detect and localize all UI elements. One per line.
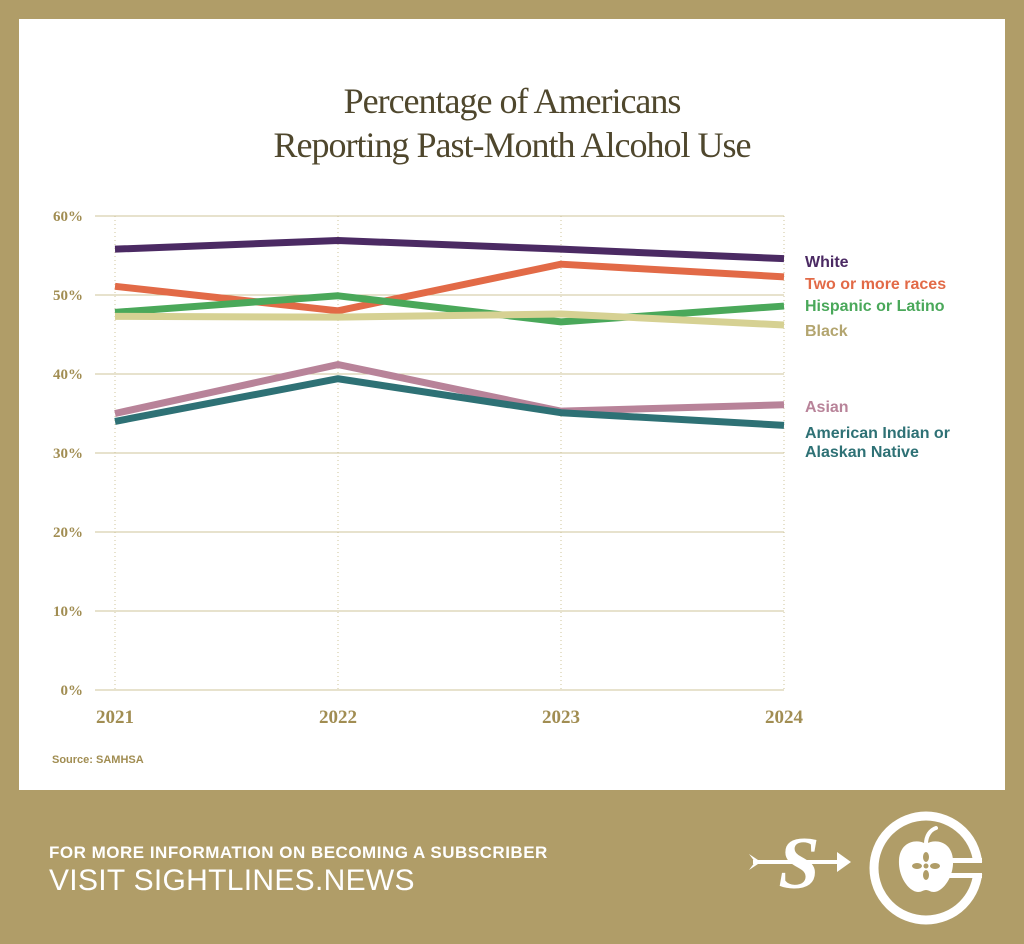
series-line-5 [114,375,785,429]
y-tick-label: 60% [53,209,83,225]
visit-website-link[interactable]: VISIT SIGHTLINES.NEWS [49,864,415,897]
series-line-3 [114,310,785,329]
series-line-0 [114,236,785,263]
series-line-2 [114,292,785,326]
y-tick-label: 50% [53,288,83,304]
legend-label: American Indian or Alaskan Native [805,425,950,461]
legend-label: Asian [805,399,849,416]
line-chart: 0% 10% 20% 30% 40% 50% 60% 2021 2022 2023 2024 Whit… [53,209,950,728]
legend-label: Two or more races [805,276,946,293]
chart-card: Percentage of Americans Reporting Past-M… [19,19,1005,790]
x-tick-label: 2021 [96,707,134,728]
legend-label: Hispanic or Latino [805,298,945,315]
series-line-1 [114,260,785,315]
chart-title-line-1: Percentage of Americans [343,81,682,121]
series-line-4 [114,361,785,417]
subscriber-info-text: FOR MORE INFORMATION ON BECOMING A SUBSC… [49,843,548,862]
y-tick-label: 30% [53,446,83,462]
apple-circle-logo-icon [869,811,984,925]
legend-label: Black [805,323,848,340]
y-tick-label: 40% [53,367,83,383]
y-tick-label: 0% [61,683,84,699]
legend-label: White [805,254,849,271]
sightlines-s-logo-icon: S [749,823,851,904]
x-tick-label: 2024 [765,707,804,728]
y-tick-label: 20% [53,525,83,541]
x-tick-label: 2022 [319,707,357,728]
chart-title-line-2: Reporting Past-Month Alcohol Use [273,125,752,165]
x-tick-label: 2023 [542,707,580,728]
chart-title: Percentage of Americans Reporting Past-M… [19,79,1005,167]
source-note: Source: SAMHSA [52,754,144,766]
y-tick-label: 10% [53,604,83,620]
